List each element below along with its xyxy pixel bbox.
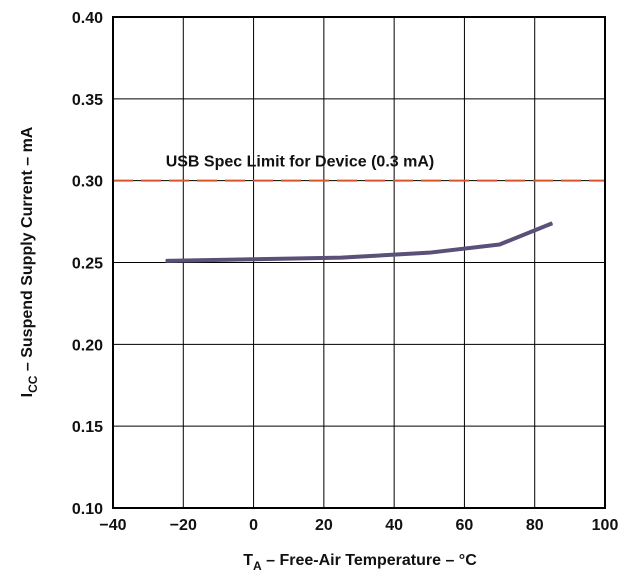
y-axis-title: ICC – Suspend Supply Current – mA: [19, 126, 40, 397]
series-group: [165, 221, 554, 263]
data-point: [551, 222, 553, 224]
x-axis-title-rest: – Free-Air Temperature – °C: [262, 552, 478, 569]
y-tick-label: 0.30: [72, 174, 103, 191]
x-tick-label: 40: [385, 517, 403, 534]
reference-line-group: USB Spec Limit for Device (0.3 mA): [113, 154, 605, 182]
usb-spec-limit-label: USB Spec Limit for Device (0.3 mA): [166, 154, 435, 171]
data-point: [165, 260, 167, 262]
y-tick-labels: 0.10 0.15 0.20 0.25 0.30 0.35 0.40: [72, 10, 103, 518]
x-axis-title-main: T: [243, 552, 253, 569]
data-point: [253, 258, 255, 260]
series-line-0: [165, 221, 554, 263]
data-point: [340, 257, 342, 259]
x-tick-labels: −40 −20 0 20 40 60 80 100: [99, 517, 618, 534]
plot-frame: [112, 16, 606, 509]
y-axis-title-sub: CC: [26, 375, 40, 393]
x-tick-label: −20: [170, 517, 197, 534]
y-tick-label: 0.15: [72, 419, 103, 436]
x-tick-label: 20: [315, 517, 333, 534]
x-axis-title-sub: A: [253, 559, 262, 573]
y-tick-label: 0.20: [72, 337, 103, 354]
x-tick-label: 0: [249, 517, 258, 534]
x-tick-label: 60: [456, 517, 474, 534]
x-axis-title: TA – Free-Air Temperature – °C: [243, 552, 477, 573]
y-tick-label: 0.25: [72, 256, 103, 273]
y-tick-label: 0.35: [72, 92, 103, 109]
x-tick-label: 80: [526, 517, 544, 534]
y-axis-title-rest: – Suspend Supply Current – mA: [19, 126, 36, 375]
y-tick-label: 0.10: [72, 501, 103, 518]
data-point: [499, 243, 501, 245]
x-tick-label: −40: [99, 517, 126, 534]
y-tick-label: 0.40: [72, 10, 103, 27]
data-point: [428, 252, 430, 254]
grid: [112, 16, 606, 509]
y-axis-title-main: I: [19, 393, 36, 397]
x-tick-label: 100: [592, 517, 619, 534]
